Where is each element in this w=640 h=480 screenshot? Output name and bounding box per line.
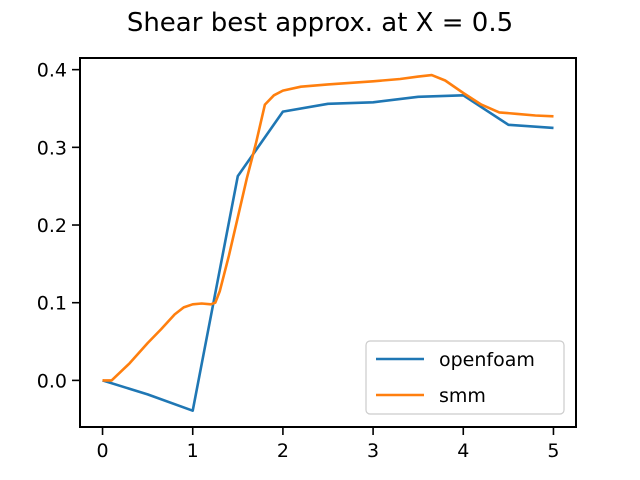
series-line-openfoam (102, 94, 554, 413)
y-tick-label: 0.0 (37, 370, 67, 392)
y-tick-label: 0.4 (37, 60, 67, 82)
legend-label-smm: smm (439, 385, 486, 407)
legend-label-openfoam: openfoam (439, 349, 535, 371)
y-tick-label: 0.2 (37, 215, 67, 237)
plot-frame (79, 57, 577, 428)
x-tick-label: 1 (187, 440, 199, 462)
x-tick-label: 4 (457, 440, 469, 462)
x-tick-label: 3 (367, 440, 379, 462)
x-tick-label: 2 (277, 440, 289, 462)
y-tick-label: 0.3 (37, 137, 67, 159)
legend: openfoam smm (365, 340, 565, 415)
x-tick-label: 0 (96, 440, 108, 462)
axis-layer: 0 1 2 3 4 5 0.0 0.1 0.2 0.3 0.4 (37, 60, 560, 462)
series-line-smm (102, 73, 554, 382)
y-tick-label: 0.1 (37, 293, 67, 315)
x-tick-label: 5 (547, 440, 559, 462)
series-layer (102, 73, 554, 413)
chart-title: Shear best approx. at X = 0.5 (127, 8, 513, 38)
